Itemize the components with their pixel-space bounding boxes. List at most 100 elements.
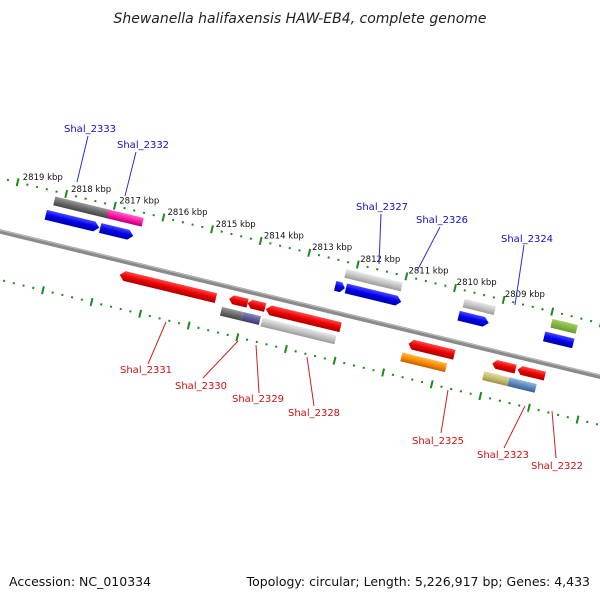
gene-label-Shal_2327[interactable]: Shal_2327 (356, 202, 408, 213)
gene-label-Shal_2325[interactable]: Shal_2325 (412, 436, 464, 447)
gene-reverse-red-small-1[interactable] (228, 294, 249, 308)
gene-label-Shal_2329[interactable]: Shal_2329 (232, 394, 284, 405)
gene-Shal_2328[interactable] (260, 317, 337, 345)
gene-forward-blue-2[interactable] (99, 223, 134, 241)
gene-label-Shal_2324[interactable]: Shal_2324 (501, 234, 553, 245)
major-tick (478, 391, 483, 401)
major-tick (381, 368, 386, 377)
minor-tick (70, 296, 74, 299)
minor-tick (589, 319, 593, 323)
minor-tick (45, 188, 49, 191)
gene-Shal_2332[interactable] (106, 209, 144, 227)
major-tick (258, 236, 263, 246)
gene-label-Shal_2322[interactable]: Shal_2322 (531, 461, 583, 472)
minor-tick (206, 329, 210, 332)
major-tick (404, 272, 409, 281)
minor-tick (74, 195, 78, 198)
minor-tick (492, 296, 496, 299)
minor-tick (230, 232, 233, 236)
scale-tick-label: 2810 kbp (457, 278, 497, 288)
gene-Shal_2331[interactable] (119, 270, 218, 303)
scale-tick-label: 2811 kbp (408, 266, 448, 276)
scale-tick-label: 2812 kbp (360, 255, 400, 265)
scale-tick-label: 2818 kbp (71, 185, 111, 195)
gene-Shal_2324[interactable] (462, 298, 496, 315)
minor-tick (109, 305, 113, 308)
minor-tick (61, 293, 64, 297)
gene-Shal_2328-red[interactable] (265, 304, 342, 333)
minor-tick (518, 404, 521, 407)
minor-tick (362, 366, 365, 370)
gene-Shal_2322[interactable] (507, 377, 537, 393)
major-tick (186, 321, 191, 330)
gene-reverse-red-small-2[interactable] (247, 299, 267, 312)
minor-tick (424, 279, 428, 283)
minor-tick (84, 197, 87, 200)
minor-tick (181, 221, 185, 224)
minor-tick (55, 190, 58, 193)
minor-tick (508, 401, 511, 405)
minor-tick (2, 279, 6, 283)
minor-tick (372, 368, 375, 372)
gene-forward-blue-right[interactable] (542, 318, 578, 349)
minor-tick (595, 423, 599, 426)
major-tick (355, 260, 360, 269)
major-tick (575, 415, 580, 424)
gene-reverse-red-right[interactable] (407, 339, 456, 360)
gene-label-Shal_2333[interactable]: Shal_2333 (64, 124, 116, 135)
gene-forward-blue-1[interactable] (44, 209, 101, 233)
gene-Shal_2329[interactable] (241, 311, 261, 325)
minor-tick (123, 206, 126, 210)
minor-tick (488, 397, 492, 400)
minor-tick (288, 246, 291, 250)
gene-label-Shal_2332[interactable]: Shal_2332 (117, 140, 169, 151)
gene-label-Shal_2323[interactable]: Shal_2323 (477, 450, 529, 461)
minor-tick (51, 291, 54, 294)
genome-backbone-highlight (0, 202, 600, 383)
genome-backbone (0, 202, 600, 386)
minor-tick (152, 213, 155, 217)
gene-Shal_2327[interactable] (344, 269, 403, 292)
minor-tick (265, 343, 268, 346)
minor-tick (366, 265, 369, 269)
gene-reverse-red-far-1[interactable] (491, 359, 517, 374)
gene-reverse-red-far-2[interactable] (517, 365, 546, 381)
gene-forward-blue-3[interactable] (457, 310, 489, 328)
minor-tick (220, 230, 223, 233)
gene-label-Shal_2328[interactable]: Shal_2328 (288, 408, 340, 419)
minor-tick (119, 307, 122, 311)
gene-forward-blue-small[interactable] (334, 280, 346, 293)
minor-tick (298, 249, 301, 252)
minor-tick (269, 242, 272, 245)
minor-tick (100, 303, 103, 306)
gene-label-Shal_2326[interactable]: Shal_2326 (416, 215, 468, 226)
major-tick (284, 344, 288, 354)
major-tick (332, 356, 337, 365)
major-tick (501, 295, 506, 304)
gene-Shal_2325[interactable] (400, 352, 448, 373)
major-tick (550, 307, 555, 316)
minor-tick (440, 385, 443, 388)
minor-tick (343, 361, 346, 365)
minor-tick (304, 352, 307, 355)
minor-tick (226, 333, 229, 337)
minor-tick (395, 272, 398, 276)
minor-tick (459, 390, 463, 393)
minor-tick (482, 293, 486, 297)
gene-Shal_2323[interactable] (482, 371, 510, 387)
scale-tick-label: 2815 kbp (216, 220, 256, 230)
minor-tick (414, 277, 418, 280)
minor-tick (255, 340, 258, 344)
gene-label-Shal_2331[interactable]: Shal_2331 (120, 365, 172, 376)
scale-tick-label: 2817 kbp (119, 197, 159, 207)
scale-tick-label: 2814 kbp (264, 231, 304, 241)
gene-Shal_2326[interactable] (344, 283, 403, 307)
minor-tick (463, 289, 466, 292)
gene-Shal_2330[interactable] (219, 306, 244, 321)
scale-tick-label: 2816 kbp (167, 208, 207, 218)
gene-label-Shal_2330[interactable]: Shal_2330 (175, 381, 227, 392)
gene-Shal_2333[interactable] (53, 196, 110, 219)
major-tick (64, 189, 69, 199)
minor-tick (80, 298, 84, 301)
